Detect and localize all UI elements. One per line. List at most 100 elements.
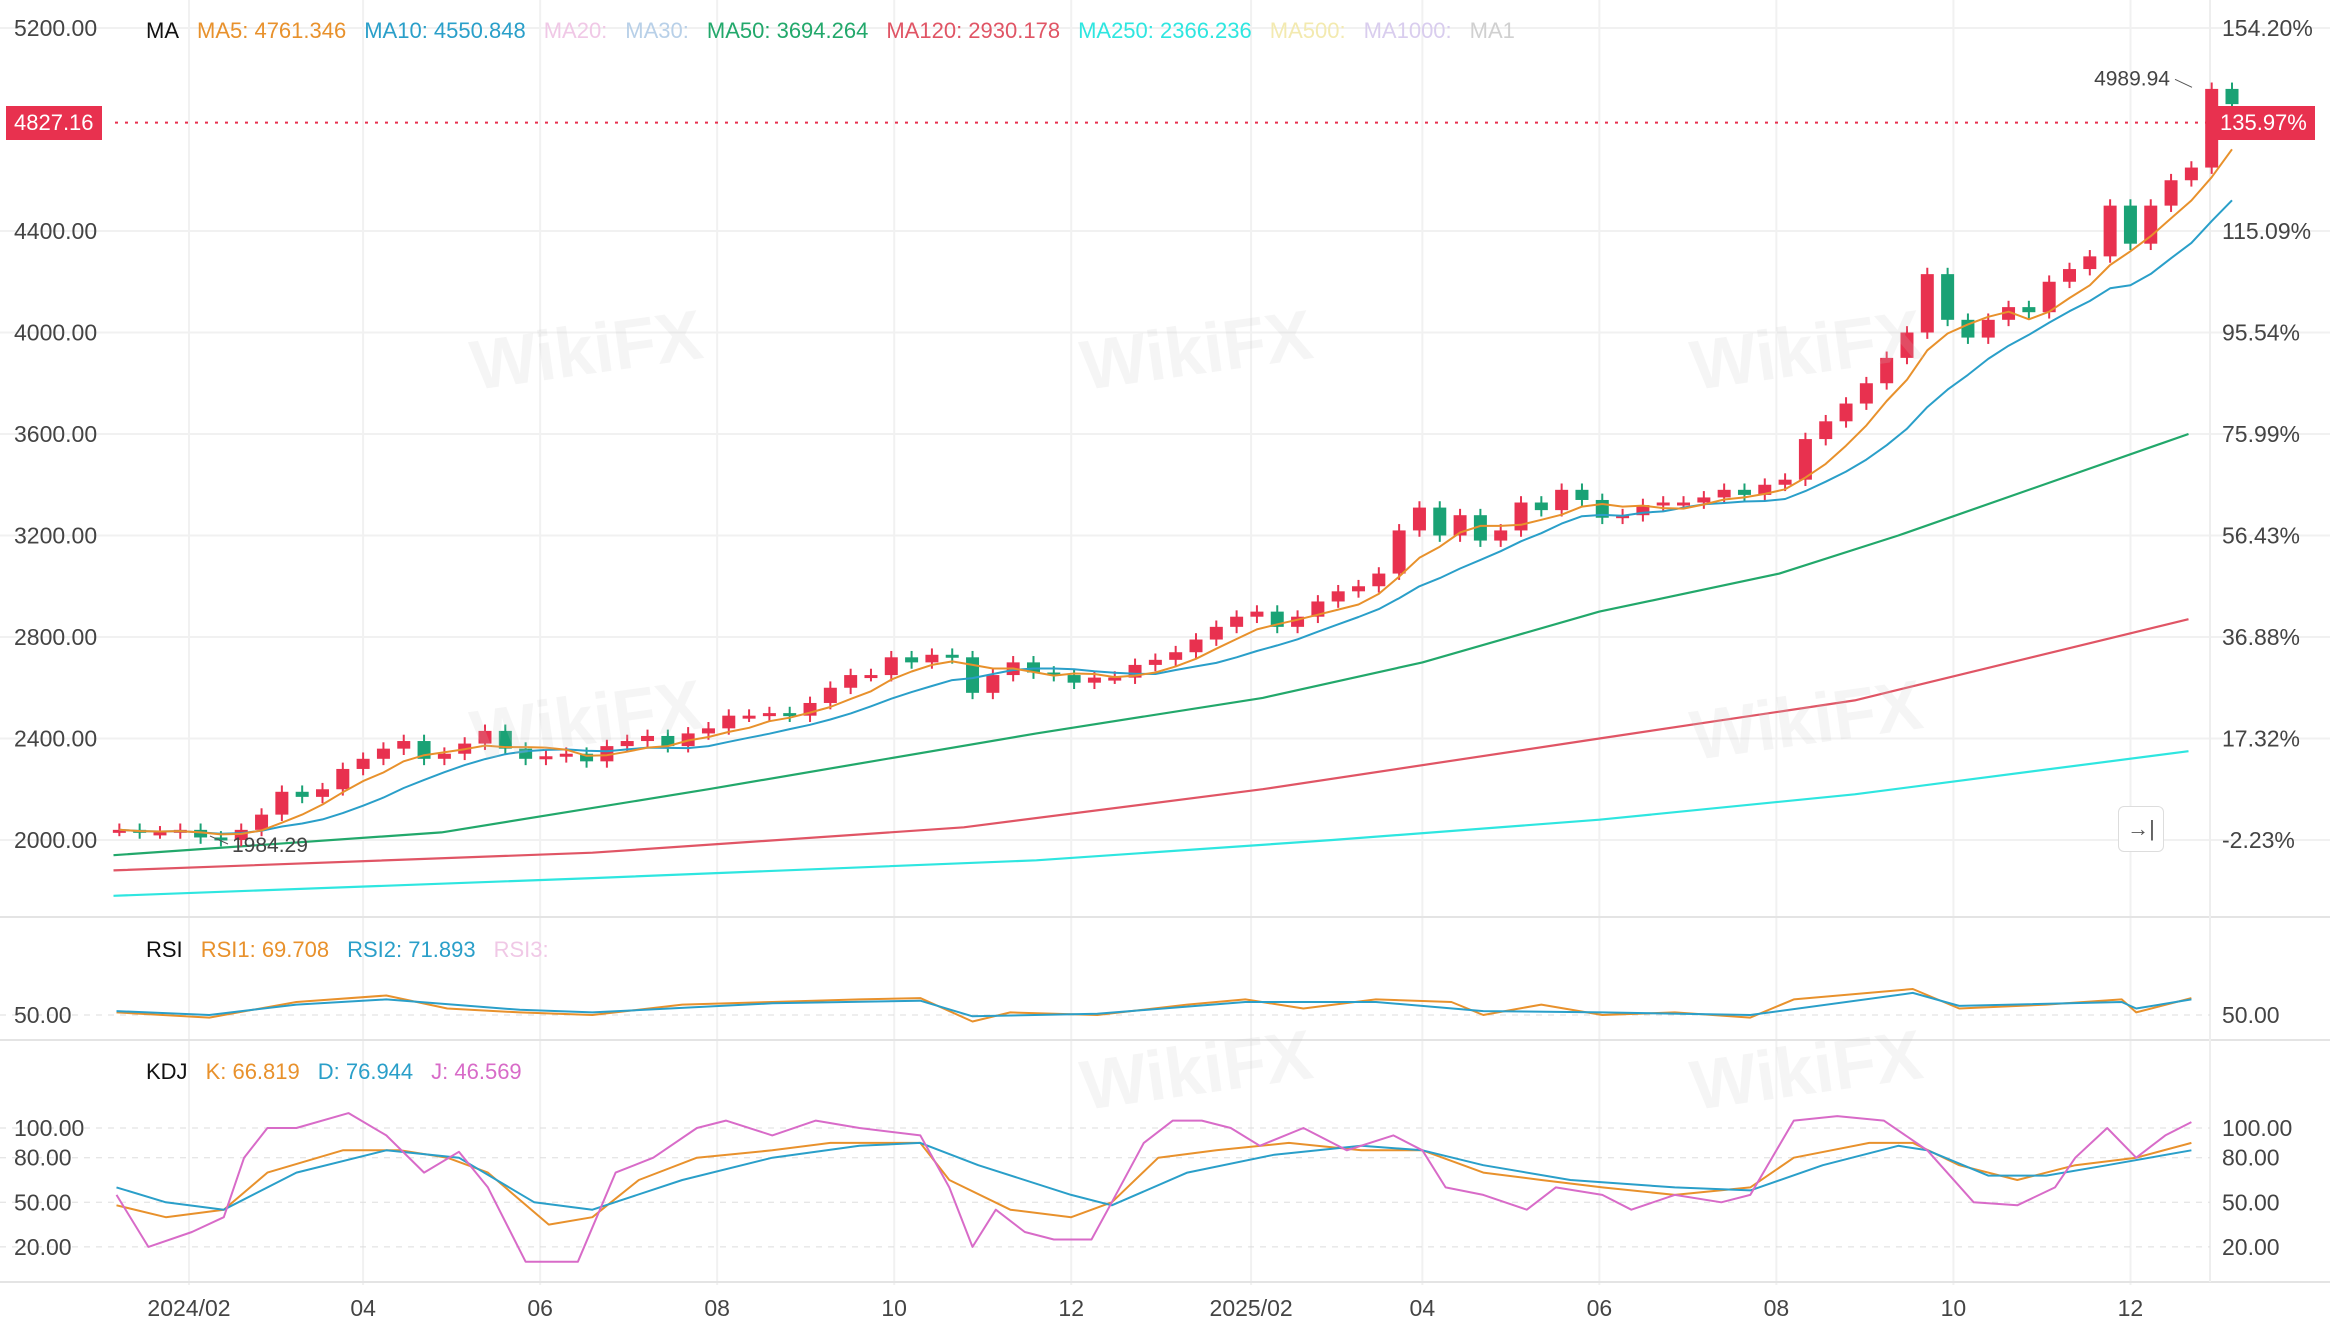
candle [864, 675, 878, 679]
candle [1392, 530, 1406, 574]
candle [2022, 307, 2036, 313]
ma50-line [113, 432, 2189, 857]
candle [1250, 611, 1264, 617]
legend-item[interactable]: MA5: 4761.346 [197, 18, 347, 43]
candle [478, 730, 492, 744]
candle [1900, 332, 1914, 358]
candle [214, 837, 228, 841]
kdj-legend: KDJ K: 66.819 D: 76.944 J: 46.569 [146, 1059, 522, 1085]
legend-item[interactable]: MA10: 4550.848 [364, 18, 526, 43]
x-tick-label: 06 [527, 1295, 553, 1321]
candle [153, 832, 167, 836]
candle [539, 756, 553, 760]
candle [519, 748, 533, 759]
legend-item[interactable]: MA30: [625, 18, 689, 43]
legend-item[interactable]: D: 76.944 [317, 1059, 414, 1084]
candle [701, 728, 715, 734]
candle [1067, 675, 1081, 683]
candle [2042, 281, 2056, 313]
candle [2062, 269, 2076, 282]
candle [498, 730, 512, 749]
legend-title: RSI [146, 937, 183, 962]
candle [884, 657, 898, 676]
scroll-to-latest-button[interactable]: →| [2118, 806, 2164, 852]
candle [1209, 626, 1223, 640]
candle [1473, 515, 1487, 541]
legend-item[interactable]: MA20: [543, 18, 608, 43]
candle [844, 675, 858, 688]
candle [1047, 672, 1061, 676]
candle [1412, 507, 1426, 531]
candle [275, 791, 289, 815]
rsi2-line [116, 991, 2192, 1018]
pct-tick-label: 95.54% [2222, 320, 2300, 346]
x-tick-label: 08 [704, 1295, 730, 1321]
candle [255, 814, 269, 830]
ma-legend: MA MA5: 4761.346 MA10: 4550.848 MA20: MA30: M… [146, 18, 1515, 44]
candle [2184, 167, 2198, 181]
candle [437, 753, 451, 759]
legend-item[interactable]: MA250: 2366.236 [1078, 18, 1252, 43]
pct-tick-label: 36.88% [2222, 624, 2300, 650]
candle [1798, 439, 1812, 480]
candle [1331, 591, 1345, 602]
rsi1-line [116, 988, 2192, 1023]
candle [112, 829, 126, 833]
legend-item[interactable]: MA50: 3694.264 [706, 18, 869, 43]
candle [1514, 502, 1528, 531]
legend-item[interactable]: J: 46.569 [431, 1059, 522, 1084]
candle [295, 791, 309, 797]
legend-item[interactable]: RSI1: 69.708 [200, 937, 330, 962]
candle [1880, 357, 1894, 384]
candle [1941, 274, 1955, 320]
kdj-tick-label-right: 100.00 [2222, 1115, 2292, 1141]
candle [234, 829, 248, 840]
candle [823, 687, 837, 703]
x-tick-label: 06 [1587, 1295, 1613, 1321]
candle [1555, 489, 1569, 511]
kdj-tick-label: 50.00 [14, 1189, 72, 1215]
y-tick-label: 2400.00 [14, 726, 97, 752]
kdj-tick-label-right: 80.00 [2222, 1145, 2280, 1171]
legend-item[interactable]: MA1 [1469, 18, 1515, 43]
candle [1778, 479, 1792, 485]
ma5-line [119, 148, 2233, 836]
candle [1433, 507, 1447, 536]
legend-item[interactable]: MA1000: [1363, 18, 1452, 43]
candle [925, 654, 939, 663]
legend-item[interactable]: RSI3: [493, 937, 549, 962]
legend-item[interactable]: K: 66.819 [205, 1059, 300, 1084]
kdj-tick-label-right: 20.00 [2222, 1234, 2280, 1260]
y-tick-label: 4000.00 [14, 320, 97, 346]
y-tick-label: 3600.00 [14, 421, 97, 447]
candle [1981, 319, 1995, 338]
low-marker-line [209, 835, 229, 845]
kdj-tick-label: 20.00 [14, 1234, 72, 1260]
y-tick-label: 2000.00 [14, 827, 97, 853]
x-tick-label: 04 [350, 1295, 376, 1321]
candle [1230, 616, 1244, 627]
candle [2083, 256, 2097, 270]
candle [376, 748, 390, 759]
candle [2123, 205, 2137, 244]
candle [1737, 489, 1751, 495]
x-tick-label: 08 [1764, 1295, 1790, 1321]
x-tick-label: 04 [1410, 1295, 1436, 1321]
pct-tick-label: 154.20% [2222, 15, 2313, 41]
legend-item[interactable]: MA500: [1269, 18, 1346, 43]
x-tick-label: 12 [2118, 1295, 2144, 1321]
candle [2144, 205, 2158, 244]
legend-item[interactable]: RSI2: 71.893 [347, 937, 476, 962]
candle [1758, 484, 1772, 495]
pct-tick-label: 56.43% [2222, 523, 2300, 549]
candle [1291, 616, 1305, 627]
pct-tick-label: 115.09% [2222, 218, 2311, 244]
y-tick-label: 2800.00 [14, 624, 97, 650]
candle [2103, 205, 2117, 257]
candle [1920, 274, 1934, 333]
candle [905, 657, 919, 663]
legend-item[interactable]: MA120: 2930.178 [886, 18, 1061, 43]
candle [1189, 639, 1203, 653]
rsi-tick-label: 50.00 [14, 1002, 72, 1028]
